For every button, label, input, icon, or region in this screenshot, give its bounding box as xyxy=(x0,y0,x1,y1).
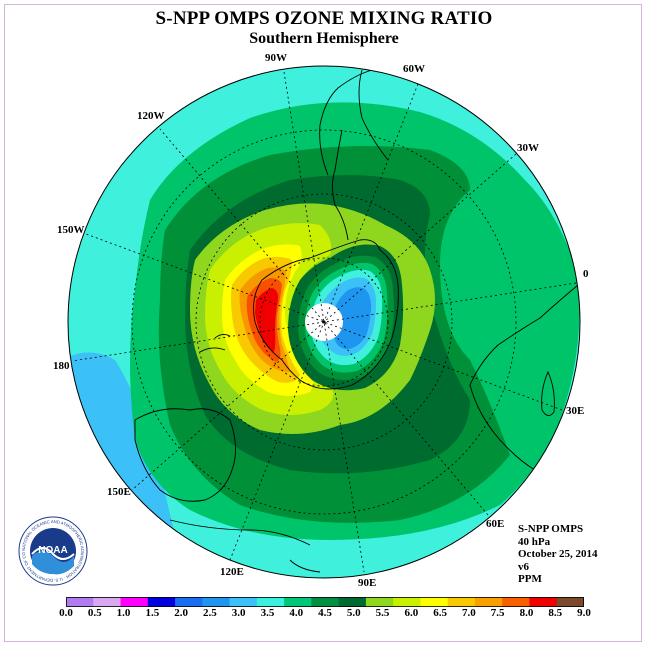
madagascar-coastline xyxy=(541,370,555,416)
ozone-band-2_5-core xyxy=(331,287,372,349)
colorbar-tick-label: 0.5 xyxy=(87,607,102,619)
colorbar-tick-label: 7.0 xyxy=(462,607,476,619)
colorbar xyxy=(66,597,584,607)
colorbar-swatch xyxy=(338,597,367,607)
colorbar-swatch xyxy=(66,597,94,607)
info-version: v6 xyxy=(518,560,529,573)
colorbar-swatch xyxy=(420,597,449,607)
colorbar-swatch xyxy=(93,597,122,607)
colorbar-swatch xyxy=(393,597,421,607)
lon-label-150e: 150E xyxy=(107,486,131,498)
ozone-field xyxy=(68,66,580,578)
lon-label-180: 180 xyxy=(53,360,70,372)
colorbar-tick-label: 2.0 xyxy=(174,607,188,619)
lon-label-90w: 90W xyxy=(265,52,287,64)
colorbar-swatch xyxy=(447,597,476,607)
lon-label-90e: 90E xyxy=(358,577,377,589)
colorbar-swatch xyxy=(556,597,584,607)
colorbar-swatch xyxy=(175,597,203,607)
map-boundary xyxy=(67,65,581,579)
info-date: October 25, 2014 xyxy=(518,548,598,560)
logo-text: NOAA xyxy=(38,545,67,556)
lon-label-30w: 30W xyxy=(517,142,539,154)
lon-label-60e: 60E xyxy=(486,518,505,530)
colorbar-tick-label: 6.0 xyxy=(404,607,419,619)
colorbar-tick-labels: 0.0 0.5 1.0 1.5 2.0 2.5 3.0 3.5 4.0 4.5 5.0 5.5 6.0 6… xyxy=(0,607,648,621)
colorbar-tick-label: 4.5 xyxy=(318,607,332,619)
colorbar-tick-label: 0.0 xyxy=(59,607,73,619)
ozone-band-8_5 xyxy=(255,288,279,352)
colorbar-swatch xyxy=(256,597,285,607)
colorbar-tick-label: 3.5 xyxy=(260,607,275,619)
africa-coastline xyxy=(469,284,579,471)
lon-label-0: 0 xyxy=(583,268,589,280)
antarctica-coastline xyxy=(253,239,399,390)
colorbar-swatch xyxy=(202,597,231,607)
latitude-ring-3 xyxy=(131,129,517,515)
lon-label-150w: 150W xyxy=(57,224,85,236)
map-title: S-NPP OMPS OZONE MIXING RATIO xyxy=(155,8,493,29)
colorbar-tick-label: 8.5 xyxy=(548,607,563,619)
colorbar-tick-label: 1.5 xyxy=(145,607,160,619)
lon-label-120w: 120W xyxy=(137,110,165,122)
south-america-coastline xyxy=(319,69,389,176)
colorbar-swatch xyxy=(311,597,340,607)
colorbar-tick-label: 5.5 xyxy=(375,607,390,619)
colorbar-swatch xyxy=(229,597,258,607)
colorbar-tick-label: 4.0 xyxy=(289,607,304,619)
colorbar-tick-label: 2.5 xyxy=(203,607,217,619)
pole-marker xyxy=(322,320,326,324)
lon-label-30e: 30E xyxy=(566,405,585,417)
colorbar-swatch xyxy=(529,597,558,607)
indonesia-coastline xyxy=(169,519,321,573)
figure-frame xyxy=(4,4,642,642)
lon-label-120e: 120E xyxy=(220,566,244,578)
colorbar-tick-label: 6.5 xyxy=(433,607,447,619)
colorbar-tick-label: 9.0 xyxy=(577,607,591,619)
colorbar-swatch xyxy=(474,597,503,607)
meridian-90w-90e xyxy=(283,71,365,573)
colorbar-tick-label: 7.5 xyxy=(490,607,505,619)
new-zealand-coastline xyxy=(199,333,231,353)
colorbar-swatch xyxy=(502,597,530,607)
colorbar-tick-label: 8.0 xyxy=(519,607,534,619)
info-units: PPM xyxy=(518,573,542,585)
latitude-ring-2 xyxy=(195,193,453,451)
colorbar-swatch xyxy=(120,597,149,607)
info-instrument: S-NPP OMPS xyxy=(518,523,584,535)
colorbar-swatch xyxy=(365,597,394,607)
colorbar-tick-label: 5.0 xyxy=(346,607,361,619)
info-level: 40 hPa xyxy=(518,535,551,548)
australia-coastline xyxy=(134,408,236,502)
latitude-ring-1 xyxy=(259,257,389,387)
map-subtitle: Southern Hemisphere xyxy=(249,30,399,47)
colorbar-swatch xyxy=(147,597,176,607)
colorbar-border xyxy=(66,597,584,607)
colorbar-tick-label: 1.0 xyxy=(116,607,131,619)
coastlines xyxy=(134,69,579,573)
noaa-logo: NATIONAL OCEANIC AND ATMOSPHERIC ADMINIS… xyxy=(18,516,88,586)
antarctic-peninsula-coastline xyxy=(332,129,349,241)
colorbar-swatch xyxy=(284,597,312,607)
colorbar-tick-label: 3.0 xyxy=(231,607,246,619)
info-block: S-NPP OMPS 40 hPa October 25, 2014 v6 PP… xyxy=(518,523,598,586)
lon-label-60w: 60W xyxy=(403,63,425,75)
